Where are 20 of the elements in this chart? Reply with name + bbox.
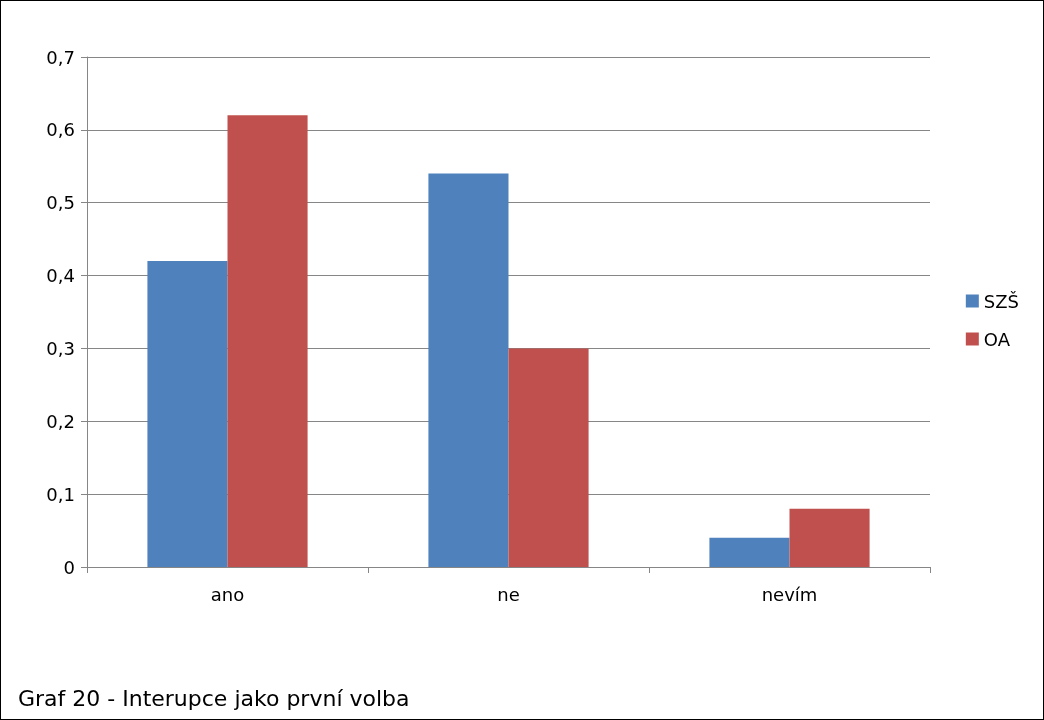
bar xyxy=(508,348,589,567)
x-tick-label: nevím xyxy=(761,583,818,605)
y-tick-label: 0,2 xyxy=(46,410,75,432)
y-tick-label: 0,6 xyxy=(46,119,75,141)
y-tick-label: 0,7 xyxy=(46,46,75,68)
bar xyxy=(147,261,228,567)
bar xyxy=(428,173,509,567)
y-tick-label: 0,3 xyxy=(46,337,75,359)
bar xyxy=(709,537,790,567)
legend-label: SZŠ xyxy=(983,290,1019,312)
x-tick-label: ne xyxy=(497,583,520,605)
x-tick-label: ano xyxy=(210,583,245,605)
y-tick-label: 0,1 xyxy=(46,483,75,505)
y-tick-label: 0 xyxy=(63,556,75,578)
bar xyxy=(227,115,308,567)
bar xyxy=(789,508,870,567)
y-tick-label: 0,5 xyxy=(46,192,75,214)
y-tick-label: 0,4 xyxy=(46,265,75,287)
legend-label: OA xyxy=(983,328,1011,350)
text: Graf 20 - Interupce jako první volba xyxy=(18,686,410,711)
